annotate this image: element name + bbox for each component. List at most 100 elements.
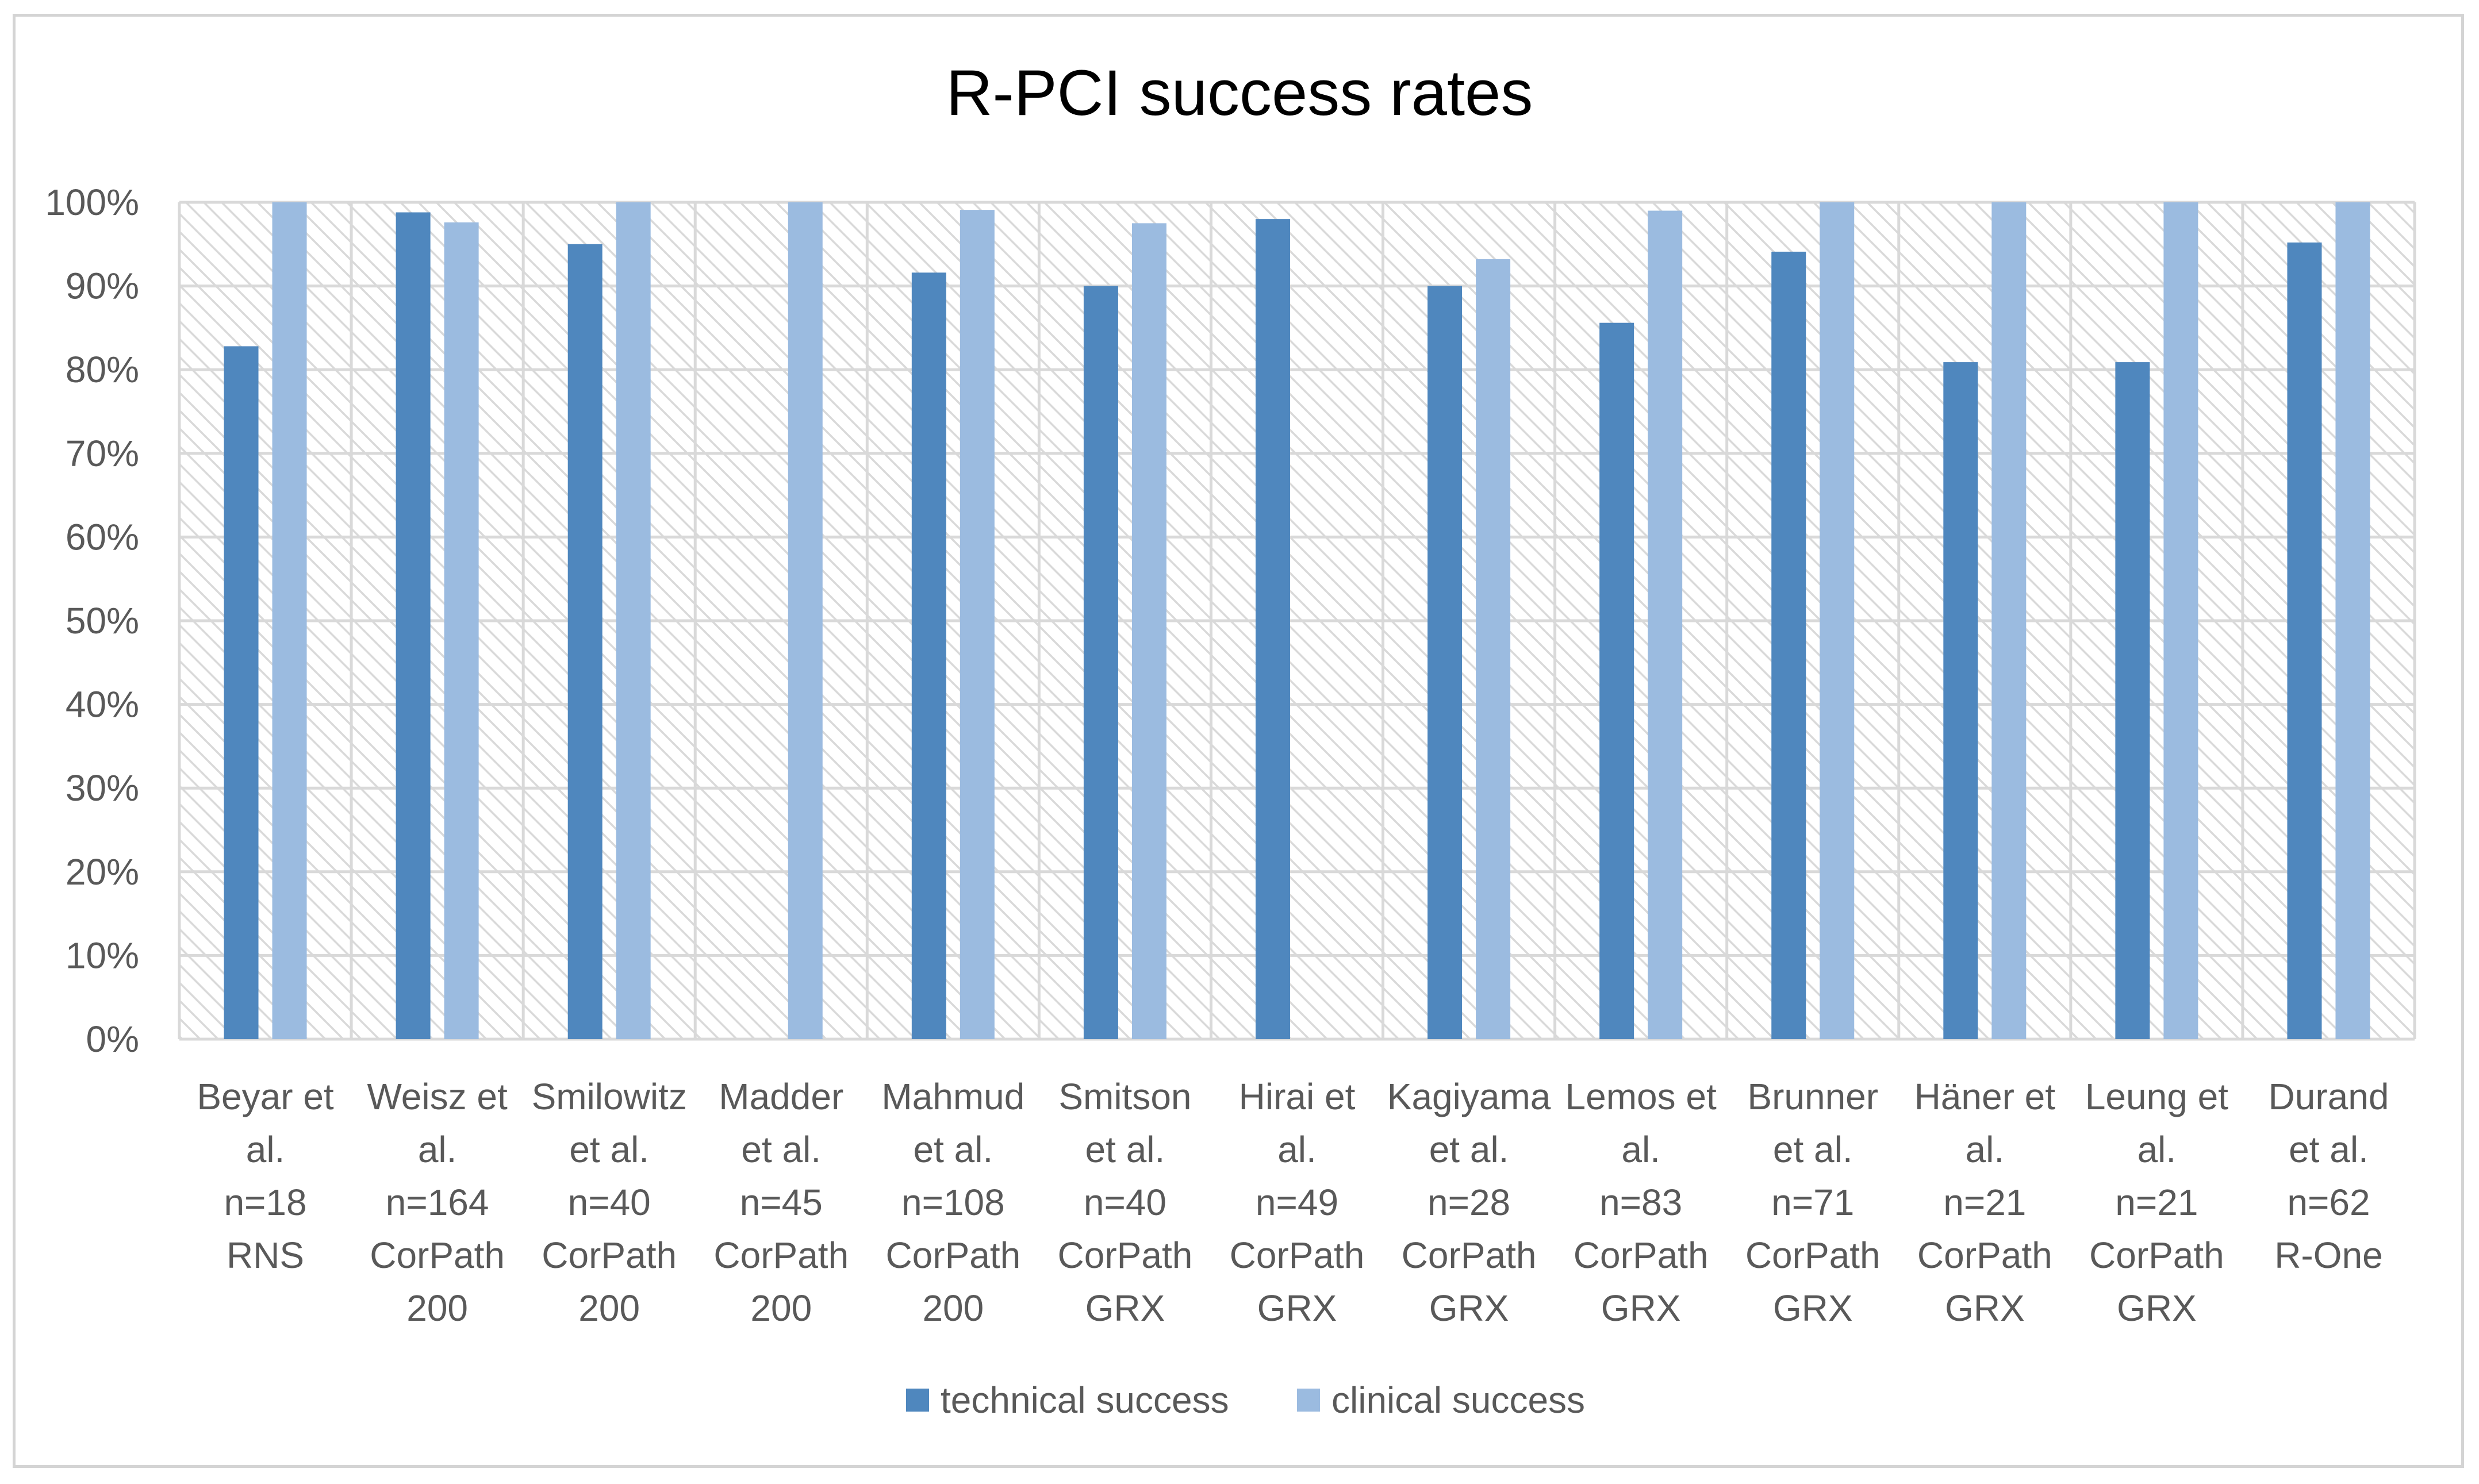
x-category-label-line: Smitson: [1058, 1076, 1191, 1117]
x-category-label-line: Smilowitz: [532, 1076, 687, 1117]
x-category-label-line: Durand: [2269, 1076, 2389, 1117]
x-category-label-line: CorPath: [1402, 1235, 1537, 1276]
y-axis-tick-labels: 0% 10% 20% 30% 40% 50% 60% 70% 80% 90% 100%: [45, 182, 139, 1060]
y-tick-label: 50%: [66, 600, 139, 641]
bar-clinical-3: [788, 202, 823, 1039]
x-axis-category-labels: Beyar et al. n=18 RNS Weisz et al. n=164 CorPat…: [197, 1076, 2389, 1329]
x-category-label-line: n=83: [1599, 1182, 1682, 1223]
bar-technical-8: [1599, 322, 1634, 1039]
x-category-label-line: Leung et: [2085, 1076, 2228, 1117]
x-category-label-line: n=164: [386, 1182, 489, 1223]
bar-technical-11: [2115, 362, 2150, 1040]
x-category-label-line: 200: [750, 1287, 812, 1329]
y-tick-label: 20%: [66, 851, 139, 893]
x-category-label-line: CorPath: [542, 1235, 677, 1276]
bar-clinical-11: [2163, 202, 2198, 1039]
bar-technical-4: [911, 272, 946, 1040]
bar-technical-12: [2287, 242, 2322, 1040]
x-category-label-line: al.: [1277, 1129, 1317, 1170]
horizontal-gridlines: [179, 201, 2415, 1041]
x-category-label-2: Smilowitz et al. n=40 CorPath 200: [532, 1076, 687, 1329]
bar-clinical-5: [1131, 223, 1166, 1039]
legend-swatch-technical-success: [906, 1389, 929, 1412]
x-category-label-10: Häner et al. n=21 CorPath GRX: [1914, 1076, 2056, 1329]
x-category-label-line: Lemos et: [1565, 1076, 1717, 1117]
x-category-label-line: et al.: [1773, 1129, 1853, 1170]
x-category-label-line: et al.: [1085, 1129, 1165, 1170]
x-category-label-line: al.: [246, 1129, 285, 1170]
x-category-label-line: n=71: [1771, 1182, 1854, 1223]
x-category-label-line: al.: [1966, 1129, 2005, 1170]
x-category-label-11: Leung et al. n=21 CorPath GRX: [2085, 1076, 2228, 1329]
bar-clinical-4: [960, 210, 995, 1039]
bar-clinical-9: [1820, 202, 1855, 1039]
y-tick-label: 90%: [66, 266, 139, 307]
x-category-label-line: CorPath: [370, 1235, 505, 1276]
x-category-label-line: Häner et: [1914, 1076, 2056, 1117]
x-category-label-line: CorPath: [1745, 1235, 1881, 1276]
x-category-label-line: CorPath: [1917, 1235, 2052, 1276]
x-category-label-line: n=49: [1256, 1182, 1338, 1223]
bar-clinical-0: [272, 202, 307, 1039]
x-category-label-5: Smitson et al. n=40 CorPath GRX: [1058, 1076, 1193, 1329]
bar-clinical-12: [2335, 202, 2370, 1039]
y-tick-label: 80%: [66, 349, 139, 390]
x-category-label-line: al.: [1621, 1129, 1660, 1170]
x-category-label-4: Mahmud et al. n=108 CorPath 200: [881, 1076, 1024, 1329]
legend-label-clinical-success: clinical success: [1331, 1379, 1585, 1421]
bar-technical-5: [1083, 286, 1118, 1040]
x-category-label-line: Brunner: [1747, 1076, 1878, 1117]
x-category-label-line: CorPath: [1230, 1235, 1365, 1276]
bar-clinical-1: [444, 222, 479, 1040]
bar-technical-2: [567, 244, 603, 1039]
x-category-label-line: n=108: [901, 1182, 1005, 1223]
x-category-label-line: n=40: [568, 1182, 651, 1223]
x-category-label-line: GRX: [1085, 1287, 1165, 1329]
x-category-label-line: Weisz et: [367, 1076, 508, 1117]
x-category-label-line: n=62: [2287, 1182, 2370, 1223]
x-category-label-line: CorPath: [2089, 1235, 2224, 1276]
bar-clinical-8: [1648, 210, 1683, 1039]
y-tick-label: 10%: [66, 935, 139, 976]
y-tick-label: 0%: [86, 1018, 140, 1060]
x-category-label-line: et al.: [1429, 1129, 1509, 1170]
bar-technical-10: [1943, 362, 1978, 1040]
x-category-label-line: CorPath: [1058, 1235, 1193, 1276]
x-category-label-line: al.: [418, 1129, 457, 1170]
x-category-label-line: GRX: [2117, 1287, 2197, 1329]
x-category-label-line: GRX: [1257, 1287, 1337, 1329]
bars: [224, 202, 2370, 1040]
x-category-label-line: R-One: [2274, 1235, 2383, 1276]
x-category-label-line: et al.: [913, 1129, 993, 1170]
x-category-label-line: CorPath: [1574, 1235, 1709, 1276]
x-category-label-12: Durand et al. n=62 R-One: [2269, 1076, 2389, 1276]
x-category-label-line: 200: [578, 1287, 640, 1329]
y-tick-label: 100%: [45, 182, 139, 223]
legend: technical success clinical success: [906, 1379, 1585, 1421]
legend-swatch-clinical-success: [1297, 1389, 1320, 1412]
x-category-label-line: GRX: [1601, 1287, 1681, 1329]
bar-clinical-2: [616, 202, 651, 1039]
x-category-label-line: Beyar et: [197, 1076, 334, 1117]
x-category-label-line: Mahmud: [881, 1076, 1024, 1117]
x-category-label-3: Madder et al. n=45 CorPath 200: [713, 1076, 849, 1329]
x-category-label-line: RNS: [227, 1235, 304, 1276]
bar-technical-1: [396, 212, 431, 1040]
x-category-label-line: n=40: [1084, 1182, 1166, 1223]
x-category-label-line: GRX: [1773, 1287, 1853, 1329]
x-category-label-line: et al.: [2289, 1129, 2369, 1170]
x-category-label-line: CorPath: [885, 1235, 1020, 1276]
vertical-gridlines: [178, 202, 2416, 1039]
y-tick-label: 30%: [66, 767, 139, 809]
x-category-label-0: Beyar et al. n=18 RNS: [197, 1076, 334, 1276]
x-category-label-line: GRX: [1429, 1287, 1509, 1329]
x-category-label-7: Kagiyama et al. n=28 CorPath GRX: [1387, 1076, 1551, 1329]
x-category-label-line: Kagiyama: [1387, 1076, 1551, 1117]
bar-clinical-7: [1476, 259, 1511, 1039]
x-category-label-line: al.: [2138, 1129, 2177, 1170]
x-category-label-line: 200: [922, 1287, 984, 1329]
legend-label-technical-success: technical success: [941, 1379, 1229, 1421]
bar-technical-0: [224, 346, 259, 1039]
bar-technical-6: [1256, 219, 1290, 1039]
y-tick-label: 60%: [66, 516, 139, 558]
